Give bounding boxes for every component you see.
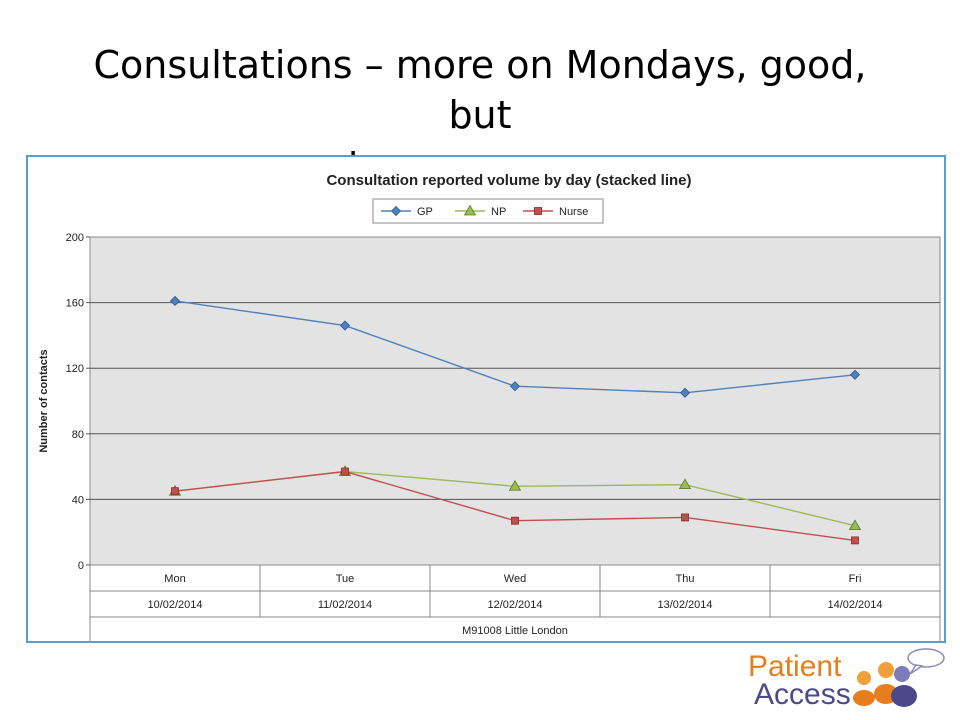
data-point-nurse bbox=[341, 467, 349, 476]
y-tick-label: 0 bbox=[78, 560, 84, 572]
y-tick-label: 160 bbox=[66, 298, 84, 310]
x-group-label: M91008 Little London bbox=[462, 625, 568, 637]
legend-box bbox=[372, 198, 604, 224]
data-point-np bbox=[848, 519, 862, 531]
legend-label-gp: GP bbox=[417, 206, 433, 218]
x-tick-label: Tue bbox=[336, 573, 355, 585]
legend-marker-nurse bbox=[534, 207, 542, 215]
x-tick-label: Thu bbox=[676, 573, 695, 585]
legend-marker-gp bbox=[390, 205, 402, 217]
data-point-gp bbox=[339, 320, 351, 331]
x-date-label: 12/02/2014 bbox=[487, 599, 542, 611]
x-date-label: 10/02/2014 bbox=[147, 599, 202, 611]
x-date-label: 11/02/2014 bbox=[318, 599, 372, 611]
legend-marker-np bbox=[463, 204, 477, 216]
legend-label-np: NP bbox=[491, 206, 506, 218]
x-date-label: 13/02/2014 bbox=[657, 599, 712, 611]
y-tick-label: 80 bbox=[72, 429, 84, 441]
y-tick-label: 40 bbox=[72, 494, 84, 506]
x-date-label: 14/02/2014 bbox=[827, 599, 882, 611]
x-tick-label: Wed bbox=[504, 573, 526, 585]
chart-title: Consultation reported volume by day (sta… bbox=[326, 172, 691, 189]
slide-title-line-1: Consultations – more on Mondays, good, b… bbox=[93, 43, 867, 137]
x-tick-label: Fri bbox=[849, 573, 862, 585]
data-point-np bbox=[508, 479, 522, 491]
people-speech-icon bbox=[853, 648, 945, 707]
patient-access-logo: Patient Access bbox=[748, 648, 948, 714]
data-point-gp bbox=[849, 369, 861, 380]
data-point-gp bbox=[679, 387, 691, 398]
data-point-nurse bbox=[851, 536, 859, 545]
chart: Consultation reported volume by day (sta… bbox=[38, 172, 941, 641]
chart-frame: Consultation reported volume by day (sta… bbox=[26, 155, 946, 643]
legend-label-nurse: Nurse bbox=[559, 206, 588, 218]
y-tick-label: 200 bbox=[66, 232, 84, 244]
data-point-nurse bbox=[511, 516, 519, 525]
data-point-nurse bbox=[171, 487, 179, 496]
plot-area bbox=[89, 236, 941, 566]
data-point-gp bbox=[509, 381, 521, 392]
logo-word-patient: Patient bbox=[748, 650, 842, 683]
data-point-np bbox=[678, 478, 692, 490]
logo-word-access: Access bbox=[754, 678, 851, 711]
x-tick-label: Mon bbox=[164, 573, 185, 585]
y-axis-label: Number of contacts bbox=[38, 349, 50, 452]
data-point-gp bbox=[169, 295, 181, 307]
data-point-nurse bbox=[681, 513, 689, 522]
y-tick-label: 120 bbox=[66, 363, 84, 375]
